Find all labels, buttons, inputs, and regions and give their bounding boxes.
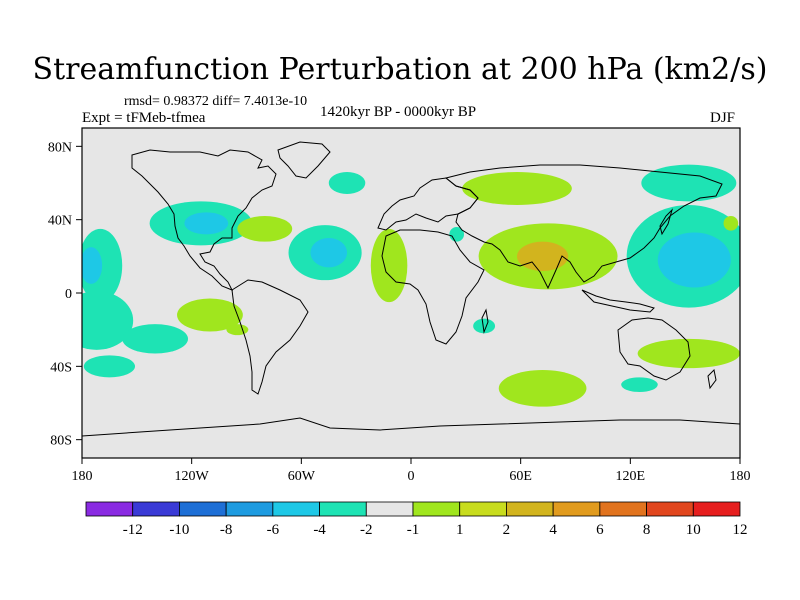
coast-madagascar (481, 308, 489, 334)
y-tick-label: 80S (50, 434, 72, 449)
anomaly-region (82, 247, 103, 284)
coast-south-america (231, 279, 309, 395)
colorbar-label: 1 (456, 522, 464, 538)
x-tick-label: 180 (72, 469, 93, 484)
colorbar-label: -4 (313, 522, 326, 538)
anomaly-region (82, 291, 134, 350)
colorbar-swatch (319, 501, 367, 517)
colorbar-swatch (646, 501, 694, 517)
anomaly-region (723, 216, 739, 231)
y-tick-label: 40S (50, 360, 72, 375)
anomaly-region (328, 172, 366, 194)
anomaly-region (310, 238, 348, 268)
colorbar-label: 4 (549, 522, 557, 538)
coast-antarctica (82, 417, 740, 437)
colorbar-swatch (459, 501, 507, 517)
colorbar-label: -8 (220, 522, 233, 538)
coastline-layer (82, 141, 740, 437)
y-tick-label: 80N (48, 140, 72, 155)
colorbar-swatch (599, 501, 647, 517)
map-background (82, 128, 740, 458)
period-text: 1420kyr BP - 0000kyr BP (320, 104, 477, 120)
x-tick-label: 60W (288, 469, 316, 484)
coast-north-america (131, 149, 277, 291)
anomaly-region (637, 338, 740, 369)
anomaly-region (517, 241, 569, 271)
x-tick-label: 120E (616, 469, 646, 484)
colorbar-label: 12 (733, 522, 748, 538)
colorbar-label: 6 (596, 522, 604, 538)
y-tick-label: 0 (65, 287, 72, 302)
season-text: DJF (710, 110, 736, 126)
x-tick-label: 120W (175, 469, 210, 484)
plot-title: Streamfunction Perturbation at 200 hPa (… (32, 52, 768, 87)
colorbar-label: 2 (503, 522, 511, 538)
colorbar-swatch (365, 501, 414, 517)
colorbar-swatch (552, 501, 601, 517)
coast-japan (659, 208, 674, 236)
x-tick-label: 60E (509, 469, 532, 484)
colorbar-label: -6 (267, 522, 280, 538)
colorbar-swatch (179, 501, 227, 517)
anomaly-region (473, 318, 496, 334)
colorbar-swatch (272, 501, 320, 517)
anomaly-region (226, 324, 249, 336)
colorbar-swatch (132, 501, 180, 517)
coast-australia (617, 317, 691, 381)
anomaly-layer (82, 164, 740, 407)
colorbar-swatch (692, 501, 741, 517)
colorbar-swatch (412, 501, 461, 517)
colorbar-swatch (506, 501, 554, 517)
anomaly-region (83, 355, 136, 378)
colorbar-label: -1 (407, 522, 420, 538)
x-tick-label: 0 (408, 469, 415, 484)
anomaly-region (237, 216, 293, 242)
anomaly-region (657, 232, 731, 288)
anomaly-region (177, 298, 243, 332)
colorbar: -12 -10 -8 -6 -4 -2 -1 1 2 4 6 8 10 12 (85, 501, 748, 538)
anomaly-region (370, 228, 408, 303)
anomaly-region (641, 164, 737, 202)
colorbar-label: -2 (360, 522, 373, 538)
experiment-text: Expt = tFMeb-tfmea (82, 110, 206, 126)
colorbar-label: 10 (686, 522, 701, 538)
stats-text: rmsd= 0.98372 diff= 7.4013e-10 (124, 94, 308, 109)
colorbar-label: -12 (123, 522, 143, 538)
anomaly-region (184, 212, 229, 235)
coast-new-zealand (707, 368, 717, 390)
coast-africa (381, 229, 485, 345)
coast-asia (444, 164, 723, 290)
x-tick-label: 180 (730, 469, 751, 484)
colorbar-swatch (85, 501, 134, 517)
colorbar-label: 8 (643, 522, 651, 538)
map-axes: 180 120W 60W 0 60E 120E 180 80N 40N 0 40S 80S (48, 140, 751, 484)
coast-greenland (277, 141, 331, 179)
anomaly-region (462, 172, 572, 205)
anomaly-region (122, 324, 189, 354)
anomaly-region (498, 370, 587, 407)
y-tick-label: 40N (48, 214, 72, 229)
anomaly-region (621, 377, 658, 392)
colorbar-swatch (225, 501, 274, 517)
coast-indonesia (581, 289, 655, 313)
colorbar-label: -10 (169, 522, 189, 538)
